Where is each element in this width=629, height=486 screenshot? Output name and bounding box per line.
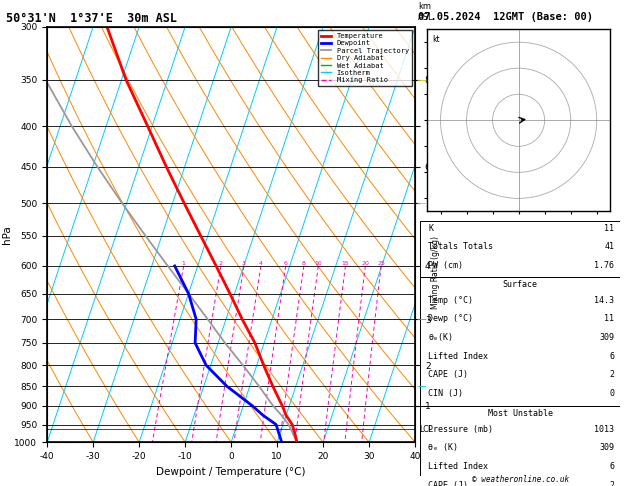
Text: 3: 3 (242, 261, 246, 266)
Text: 2: 2 (610, 481, 614, 486)
Text: CAPE (J): CAPE (J) (428, 481, 468, 486)
Text: CAPE (J): CAPE (J) (428, 370, 468, 379)
Text: Lifted Index: Lifted Index (428, 462, 488, 471)
Text: © weatheronline.co.uk: © weatheronline.co.uk (472, 474, 569, 484)
Text: CIN (J): CIN (J) (428, 389, 463, 398)
Y-axis label: hPa: hPa (2, 225, 12, 244)
Text: 1: 1 (182, 261, 186, 266)
Text: 1013: 1013 (594, 425, 614, 434)
Text: 11: 11 (604, 314, 614, 323)
Text: LCL: LCL (419, 425, 433, 434)
Text: Lifted Index: Lifted Index (428, 351, 488, 361)
Text: Most Unstable: Most Unstable (487, 409, 553, 417)
X-axis label: Dewpoint / Temperature (°C): Dewpoint / Temperature (°C) (157, 467, 306, 477)
Text: Dewp (°C): Dewp (°C) (428, 314, 473, 323)
Text: θₑ (K): θₑ (K) (428, 443, 458, 452)
Text: PW (cm): PW (cm) (428, 261, 463, 270)
Text: 8: 8 (302, 261, 306, 266)
Text: 2: 2 (219, 261, 223, 266)
Legend: Temperature, Dewpoint, Parcel Trajectory, Dry Adiabat, Wet Adiabat, Isotherm, Mi: Temperature, Dewpoint, Parcel Trajectory… (318, 30, 411, 86)
Text: K: K (428, 224, 433, 233)
Text: 10: 10 (314, 261, 322, 266)
Text: km
ASL: km ASL (418, 2, 434, 22)
Text: —: — (416, 198, 426, 208)
Text: 0: 0 (610, 389, 614, 398)
Text: 309: 309 (599, 333, 614, 342)
Text: 6: 6 (610, 462, 614, 471)
Text: 1.76: 1.76 (594, 261, 614, 270)
Text: 6: 6 (284, 261, 287, 266)
Text: Surface: Surface (503, 279, 538, 289)
Text: 50°31'N  1°37'E  30m ASL: 50°31'N 1°37'E 30m ASL (6, 12, 177, 25)
Text: 11: 11 (604, 224, 614, 233)
Text: θₑ(K): θₑ(K) (428, 333, 453, 342)
Text: Mixing Ratio (g/kg): Mixing Ratio (g/kg) (431, 236, 440, 309)
Text: 25: 25 (377, 261, 385, 266)
Text: 14.3: 14.3 (594, 295, 614, 305)
Text: —: — (416, 381, 426, 391)
Text: 20: 20 (362, 261, 369, 266)
Text: 15: 15 (342, 261, 349, 266)
Text: 41: 41 (604, 243, 614, 251)
Text: —: — (416, 314, 426, 324)
Text: 309: 309 (599, 443, 614, 452)
Text: 6: 6 (610, 351, 614, 361)
Text: —: — (416, 75, 426, 85)
Text: 4: 4 (259, 261, 263, 266)
Text: Temp (°C): Temp (°C) (428, 295, 473, 305)
Text: 2: 2 (610, 370, 614, 379)
Text: Pressure (mb): Pressure (mb) (428, 425, 493, 434)
Text: kt: kt (433, 35, 440, 44)
Text: Totals Totals: Totals Totals (428, 243, 493, 251)
Text: 07.05.2024  12GMT (Base: 00): 07.05.2024 12GMT (Base: 00) (418, 12, 593, 22)
